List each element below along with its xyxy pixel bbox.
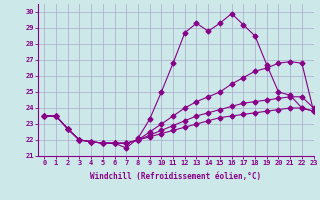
X-axis label: Windchill (Refroidissement éolien,°C): Windchill (Refroidissement éolien,°C): [91, 172, 261, 181]
